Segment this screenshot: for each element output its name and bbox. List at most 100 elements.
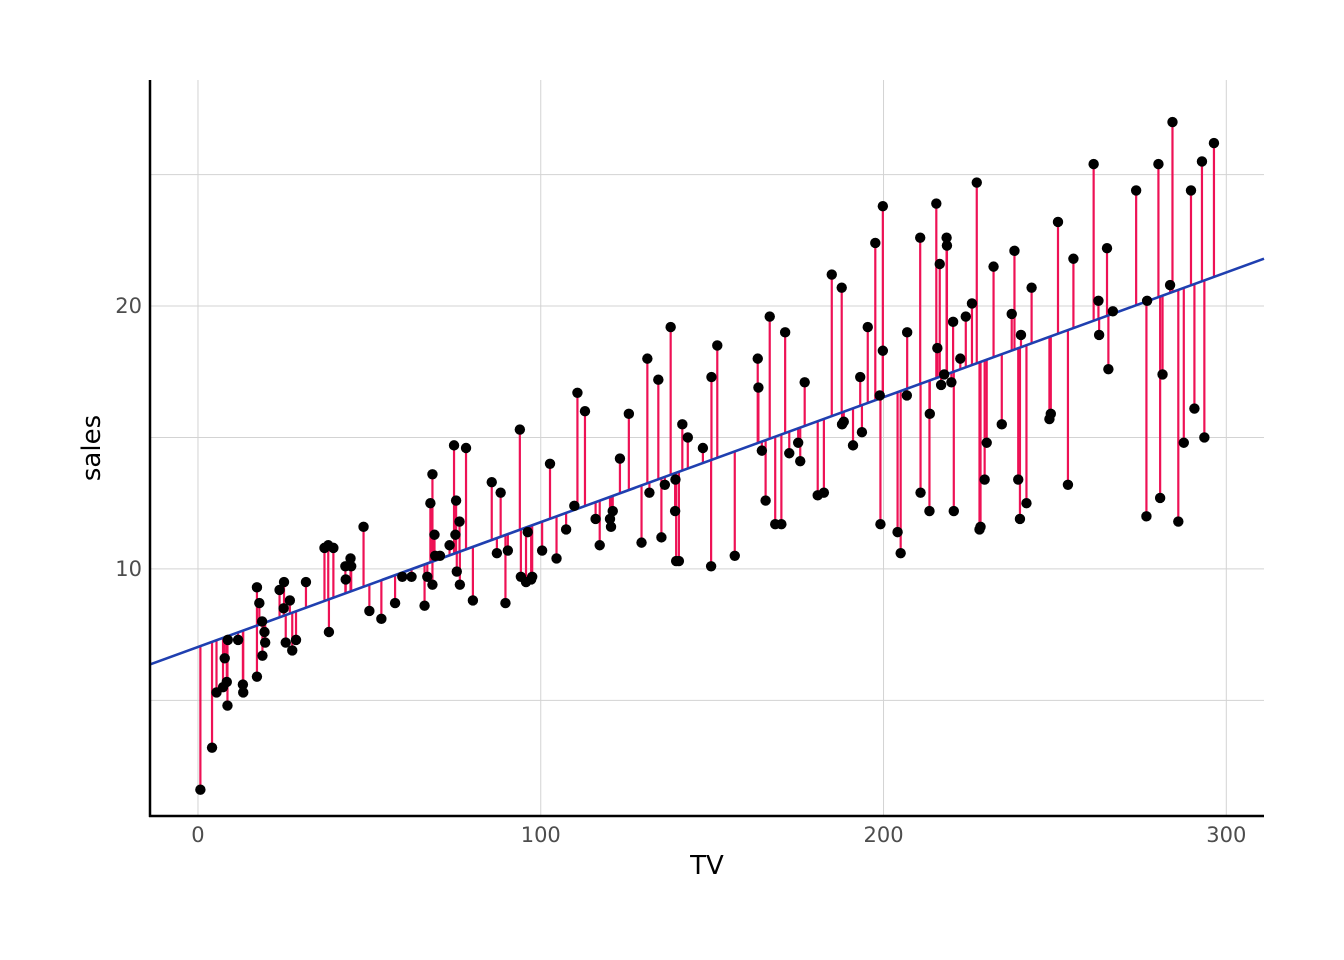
data-point xyxy=(594,540,605,551)
data-point xyxy=(636,537,647,548)
regression-line xyxy=(149,257,1265,666)
data-point xyxy=(756,445,768,456)
data-point xyxy=(450,495,462,506)
data-point xyxy=(1015,329,1027,341)
data-point xyxy=(892,526,903,538)
data-point xyxy=(1167,116,1178,128)
data-point xyxy=(251,582,263,593)
data-point xyxy=(877,345,889,356)
data-point xyxy=(221,676,232,688)
data-point xyxy=(323,626,335,638)
data-point xyxy=(491,547,503,559)
data-point xyxy=(451,566,462,577)
data-point xyxy=(427,579,438,590)
data-point xyxy=(427,469,438,480)
regression-line-group xyxy=(149,257,1265,666)
data-point xyxy=(935,379,947,391)
data-point xyxy=(931,198,942,209)
data-point xyxy=(818,487,830,498)
data-point xyxy=(705,561,717,572)
data-point xyxy=(284,595,296,606)
data-point xyxy=(274,584,285,596)
data-point xyxy=(1052,216,1064,228)
data-point xyxy=(753,382,764,393)
data-point xyxy=(290,634,302,646)
data-point xyxy=(206,742,218,753)
data-point xyxy=(195,784,206,795)
data-point xyxy=(259,637,271,648)
data-point xyxy=(776,519,787,530)
data-point xyxy=(938,369,950,380)
data-point xyxy=(941,232,952,243)
data-point xyxy=(222,634,234,646)
data-point xyxy=(251,671,263,682)
data-point xyxy=(792,437,804,448)
data-point xyxy=(799,377,810,388)
data-point xyxy=(1141,511,1152,522)
data-point xyxy=(444,540,455,551)
data-point xyxy=(1196,156,1208,167)
data-point xyxy=(222,700,233,711)
data-point xyxy=(875,519,886,530)
data-point xyxy=(238,687,249,698)
y-axis-title: sales xyxy=(77,415,107,481)
data-point xyxy=(280,637,291,648)
data-point xyxy=(544,458,556,469)
data-point xyxy=(838,416,849,427)
data-point xyxy=(486,476,497,488)
data-point xyxy=(1026,282,1037,293)
data-point xyxy=(1107,306,1119,317)
data-point xyxy=(560,524,572,535)
data-point xyxy=(419,600,430,611)
data-point xyxy=(1093,295,1104,306)
data-point xyxy=(569,500,580,512)
axes xyxy=(148,80,1264,818)
data-point xyxy=(500,597,511,609)
data-point xyxy=(1013,474,1024,485)
data-point xyxy=(1088,158,1099,170)
data-point xyxy=(256,616,268,627)
data-point xyxy=(1199,432,1210,443)
data-point xyxy=(1185,185,1197,196)
data-point xyxy=(915,232,926,243)
x-tick-label: 200 xyxy=(863,823,903,847)
data-point xyxy=(1009,245,1020,257)
data-point xyxy=(653,374,664,385)
data-point xyxy=(607,505,618,517)
data-point xyxy=(901,390,913,401)
data-point xyxy=(376,613,387,625)
data-point xyxy=(434,550,446,561)
data-point xyxy=(278,603,289,614)
data-point xyxy=(454,579,466,590)
data-point xyxy=(1014,513,1026,525)
data-point xyxy=(397,571,408,582)
data-point xyxy=(874,390,885,401)
data-point xyxy=(1189,403,1200,414)
data-point xyxy=(946,377,957,388)
y-tick-label: 20 xyxy=(115,294,142,318)
data-point xyxy=(924,408,935,420)
data-point xyxy=(1093,329,1105,341)
data-point xyxy=(924,505,935,517)
data-point xyxy=(425,498,436,509)
y-tick-label: 10 xyxy=(115,557,142,581)
data-point xyxy=(996,419,1007,430)
data-point xyxy=(947,316,959,328)
data-points xyxy=(195,116,1220,795)
data-point xyxy=(697,442,709,454)
data-point xyxy=(389,597,401,609)
data-point xyxy=(971,177,982,188)
data-point xyxy=(623,408,635,420)
data-point xyxy=(764,311,775,322)
data-point xyxy=(278,576,290,588)
data-point xyxy=(1141,295,1153,306)
data-point xyxy=(895,547,906,559)
x-tick-label: 300 xyxy=(1206,823,1246,847)
data-point xyxy=(1021,498,1032,509)
data-point xyxy=(642,353,653,364)
data-point xyxy=(536,545,548,556)
data-point xyxy=(948,505,959,517)
data-point xyxy=(572,387,583,398)
data-point xyxy=(760,495,771,506)
